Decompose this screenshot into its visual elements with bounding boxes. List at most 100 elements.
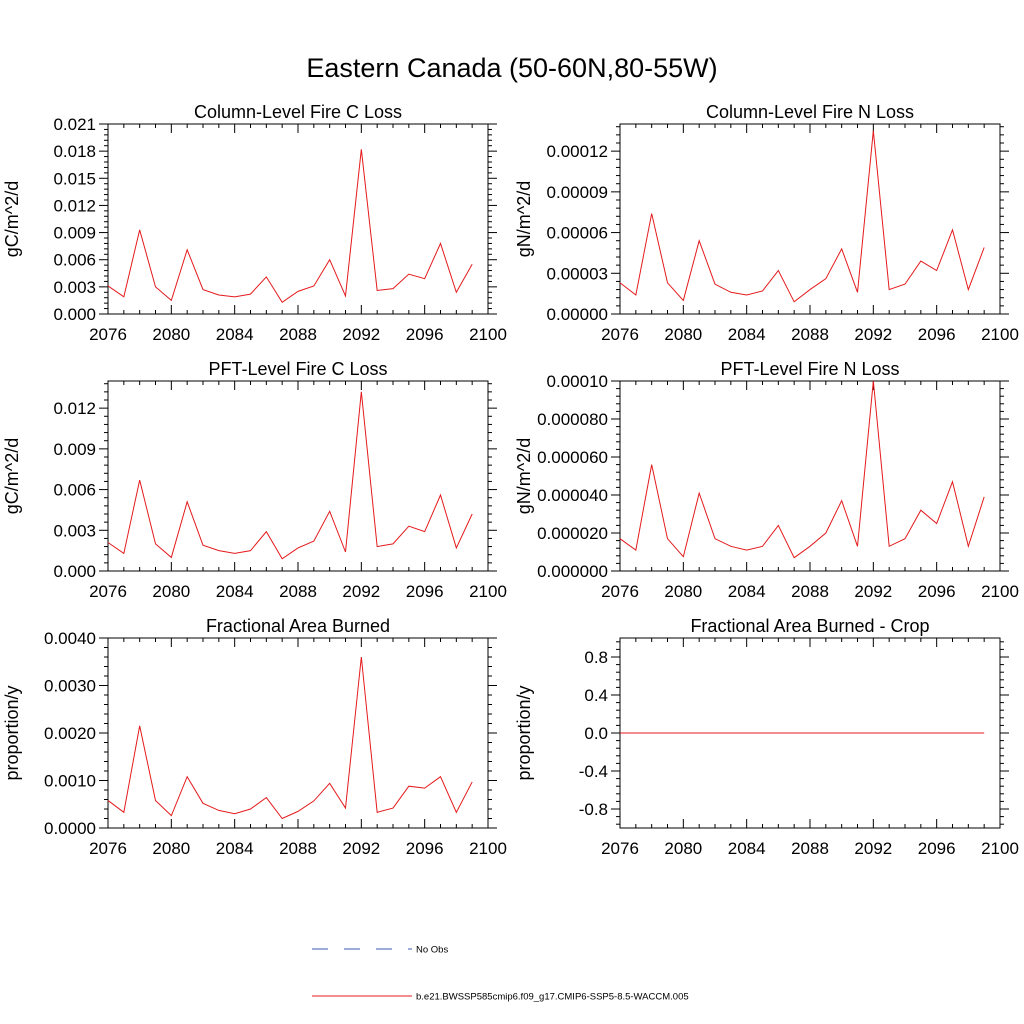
y-tick-label: 0.003 — [53, 521, 96, 540]
y-tick-label: 0.000080 — [537, 410, 608, 429]
x-tick-label: 2084 — [216, 839, 254, 858]
y-tick-label: 0.00010 — [547, 372, 608, 391]
y-tick-label: 0.0030 — [44, 677, 96, 696]
x-tick-label: 2084 — [728, 839, 766, 858]
x-tick-label: 2100 — [469, 839, 507, 858]
x-tick-label: 2088 — [279, 582, 317, 601]
x-tick-label: 2092 — [342, 325, 380, 344]
series-line — [619, 380, 985, 559]
x-tick-label: 2096 — [406, 839, 444, 858]
y-tick-label: 0.00006 — [547, 224, 608, 243]
x-tick-label: 2076 — [89, 325, 127, 344]
page-title: Eastern Canada (50-60N,80-55W) — [306, 53, 717, 83]
y-tick-label: 0.015 — [53, 169, 96, 188]
panel-1: Column-Level Fire C Loss 2076 2080 2084 2088… — [2, 102, 507, 344]
legend-label: No Obs — [416, 945, 448, 956]
x-tick-label: 2092 — [342, 839, 380, 858]
y-tick-label: 0.006 — [53, 481, 96, 500]
x-tick-label: 2084 — [728, 325, 766, 344]
x-tick-label: 2096 — [918, 582, 956, 601]
panel-6: Fractional Area Burned - Crop 2076 2080 208… — [514, 616, 1019, 858]
y-tick-label: 0.021 — [53, 115, 96, 134]
x-tick-label: 2084 — [216, 325, 254, 344]
x-tick-label: 2092 — [342, 582, 380, 601]
y-tick-label: 0.000060 — [537, 448, 608, 467]
x-tick-label: 2080 — [152, 582, 190, 601]
x-tick-label: 2084 — [728, 582, 766, 601]
x-tick-label: 2100 — [469, 582, 507, 601]
x-tick-label: 2100 — [981, 325, 1019, 344]
x-tick-label: 2084 — [216, 582, 254, 601]
x-tick-label: 2076 — [89, 839, 127, 858]
y-axis-label: gC/m^2/d — [2, 181, 22, 257]
y-tick-label: 0.00009 — [547, 183, 608, 202]
y-tick-label: -0.4 — [579, 762, 608, 781]
x-tick-label: 2096 — [406, 582, 444, 601]
x-tick-label: 2096 — [918, 325, 956, 344]
y-tick-label: -0.8 — [579, 800, 608, 819]
legend-label: b.e21.BWSSP585cmip6.f09_g17.CMIP6-SSP5-8… — [416, 992, 689, 1003]
y-tick-label: 0.00000 — [547, 305, 608, 324]
y-tick-label: 0.0 — [584, 724, 608, 743]
x-tick-label: 2080 — [664, 582, 702, 601]
x-tick-label: 2076 — [601, 582, 639, 601]
series-line — [619, 130, 985, 303]
y-tick-label: 0.009 — [53, 224, 96, 243]
x-tick-label: 2092 — [854, 582, 892, 601]
y-tick-label: 0.012 — [53, 196, 96, 215]
plot-frame — [107, 123, 489, 315]
y-tick-label: 0.0020 — [44, 724, 96, 743]
y-tick-label: 0.000000 — [537, 562, 608, 581]
legend: No Obs b.e21.BWSSP585cmip6.f09_g17.CMIP6-… — [312, 945, 689, 1003]
x-tick-label: 2088 — [279, 325, 317, 344]
y-axis-label: proportion/y — [514, 685, 534, 780]
x-tick-label: 2100 — [981, 839, 1019, 858]
panel-5: Fractional Area Burned 2076 2080 2084 2088 20… — [2, 616, 507, 858]
x-tick-label: 2080 — [152, 839, 190, 858]
panels: Column-Level Fire C Loss 2076 2080 2084 2088… — [2, 102, 1019, 858]
panel-title: Fractional Area Burned — [206, 616, 390, 636]
y-tick-label: 0.000 — [53, 305, 96, 324]
x-tick-label: 2100 — [981, 582, 1019, 601]
plot-frame — [107, 380, 489, 572]
panel-title: Column-Level Fire C Loss — [194, 102, 402, 122]
panel-title: Column-Level Fire N Loss — [706, 102, 914, 122]
y-tick-label: 0.006 — [53, 251, 96, 270]
y-tick-label: 0.8 — [584, 648, 608, 667]
series-line — [107, 391, 473, 560]
y-tick-label: 0.0010 — [44, 772, 96, 791]
panel-2: Column-Level Fire N Loss 2076 2080 2084 2088… — [514, 102, 1019, 344]
y-tick-label: 0.003 — [53, 278, 96, 297]
x-tick-label: 2092 — [854, 325, 892, 344]
y-tick-label: 0.0000 — [44, 819, 96, 838]
y-axis-label: gN/m^2/d — [514, 181, 534, 257]
y-tick-label: 0.000020 — [537, 524, 608, 543]
x-tick-label: 2092 — [854, 839, 892, 858]
x-tick-label: 2076 — [89, 582, 127, 601]
panel-title: PFT-Level Fire C Loss — [208, 359, 387, 379]
y-axis-label: gN/m^2/d — [514, 438, 534, 514]
x-tick-label: 2080 — [152, 325, 190, 344]
y-tick-label: 0.000 — [53, 562, 96, 581]
y-tick-label: 0.012 — [53, 399, 96, 418]
y-axis-label: gC/m^2/d — [2, 438, 22, 514]
panel-title: Fractional Area Burned - Crop — [690, 616, 929, 636]
x-tick-label: 2076 — [601, 325, 639, 344]
y-axis-label: proportion/y — [2, 685, 22, 780]
legend-item: b.e21.BWSSP585cmip6.f09_g17.CMIP6-SSP5-8… — [312, 992, 689, 1003]
y-tick-label: 0.009 — [53, 440, 96, 459]
x-tick-label: 2096 — [406, 325, 444, 344]
y-tick-label: 0.0040 — [44, 629, 96, 648]
x-tick-label: 2080 — [664, 325, 702, 344]
series-line — [107, 149, 473, 303]
panel-4: PFT-Level Fire N Loss 2076 2080 2084 2088 209… — [514, 359, 1019, 601]
x-tick-label: 2076 — [601, 839, 639, 858]
plot-frame — [619, 123, 1001, 315]
y-tick-label: 0.00003 — [547, 264, 608, 283]
y-tick-label: 0.4 — [584, 686, 608, 705]
y-tick-label: 0.000040 — [537, 486, 608, 505]
plot-frame — [619, 380, 1001, 572]
panel-title: PFT-Level Fire N Loss — [720, 359, 899, 379]
x-tick-label: 2088 — [791, 325, 829, 344]
